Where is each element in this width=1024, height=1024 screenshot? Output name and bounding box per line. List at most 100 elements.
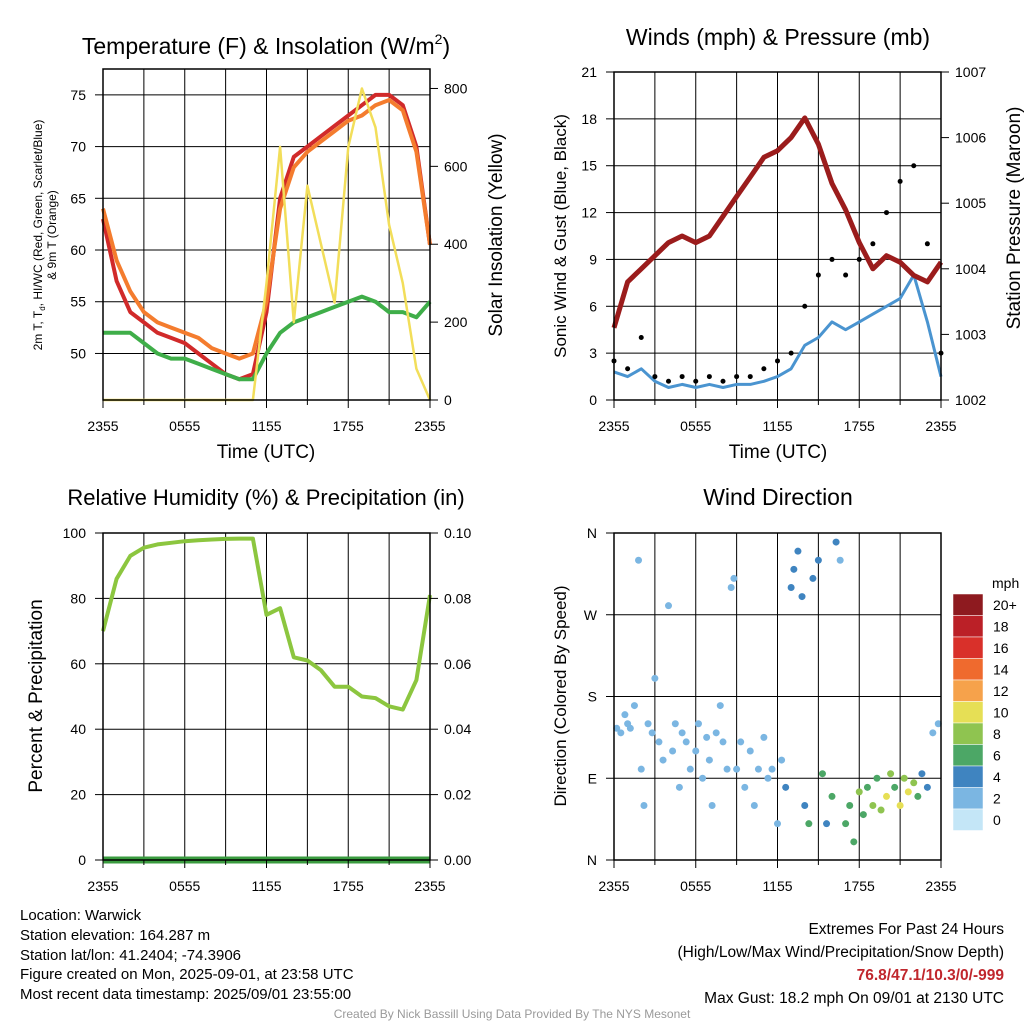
winds-title: Winds (mph) & Pressure (mb)	[626, 24, 930, 50]
right-tick-label: 800	[444, 80, 468, 96]
extremes-subtitle: (High/Low/Max Wind/Precipitation/Snow De…	[677, 944, 1005, 961]
direction-point	[617, 729, 625, 737]
extremes-title: Extremes For Past 24 Hours	[808, 921, 1004, 938]
left-tick-label: 6	[589, 298, 597, 314]
direction-point	[621, 711, 629, 719]
x-tick-label: 2355	[414, 878, 445, 894]
direction-point	[694, 720, 702, 728]
wind-direction-ylabel-left: Direction (Colored By Speed)	[551, 585, 570, 806]
left-tick-label: 12	[581, 205, 597, 221]
direction-point	[891, 783, 899, 791]
temperature-xlabel: Time (UTC)	[217, 442, 316, 463]
direction-point	[823, 820, 831, 828]
left-tick-label: 60	[70, 656, 86, 672]
legend-swatch	[952, 722, 984, 745]
station-latlon: Station lat/lon: 41.2404; -74.3906	[20, 946, 242, 964]
direction-point	[832, 538, 840, 546]
direction-point	[923, 783, 931, 791]
left-tick-label: 60	[70, 242, 86, 258]
direction-point	[910, 779, 918, 787]
legend-swatch	[952, 679, 984, 702]
x-tick-label: 0555	[169, 418, 200, 434]
direction-point	[904, 788, 912, 796]
direction-point	[651, 674, 659, 682]
direction-point	[794, 547, 802, 555]
legend-swatch	[952, 808, 984, 831]
direction-point	[705, 756, 713, 764]
direction-point	[637, 765, 645, 773]
gust-point	[775, 358, 780, 364]
direction-point	[814, 556, 822, 564]
right-tick-label: 1003	[955, 326, 986, 342]
right-tick-label: 0.10	[444, 525, 471, 541]
direction-point	[613, 724, 621, 732]
gust-point	[815, 272, 821, 278]
legend-swatch	[952, 593, 984, 616]
x-tick-label: 1755	[333, 878, 364, 894]
gust-point	[802, 303, 808, 309]
x-tick-label: 1155	[762, 418, 792, 434]
direction-point	[712, 729, 720, 737]
direction-point	[855, 788, 863, 796]
x-tick-label: 2355	[925, 418, 956, 434]
right-tick-label: 1004	[955, 261, 986, 277]
direction-point	[873, 774, 881, 782]
temperature-title: Temperature (F) & Insolation (W/m2)	[82, 31, 450, 59]
temperature-panel: Temperature (F) & Insolation (W/m2) 2355…	[31, 31, 507, 463]
gust-point	[625, 366, 631, 372]
direction-point	[741, 783, 749, 791]
station-location: Location: Warwick	[20, 907, 142, 924]
legend-swatch	[952, 658, 984, 681]
temperature-ylabel-right: Solar Insolation (Yellow)	[486, 133, 507, 336]
left-tick-label: 100	[63, 525, 87, 541]
legend-label: 4	[993, 769, 1001, 785]
direction-point	[699, 774, 707, 782]
gust-point	[666, 378, 671, 384]
wind-direction-title: Wind Direction	[703, 484, 853, 510]
legend-swatch	[952, 701, 984, 724]
right-tick-label: 1002	[955, 392, 986, 408]
gust-point	[870, 241, 876, 247]
humidity-panel: Relative Humidity (%) & Precipitation (i…	[26, 485, 471, 894]
x-tick-label: 1755	[844, 878, 875, 894]
direction-point	[746, 747, 754, 755]
direction-point	[760, 733, 768, 741]
winds-ylabel-left: Sonic Wind & Gust (Blue, Black)	[551, 114, 570, 358]
credit-line: Created By Nick Bassill Using Data Provi…	[333, 1007, 691, 1021]
right-tick-label: 0.00	[444, 852, 471, 868]
gust-point	[788, 350, 794, 356]
extremes-info: Extremes For Past 24 Hours (High/Low/Max…	[678, 918, 1005, 1010]
humidity-ylabel-left: Percent & Precipitation	[26, 599, 47, 792]
winds-ylabel-right: Station Pressure (Maroon)	[1004, 107, 1024, 330]
legend-label: 20+	[993, 597, 1017, 613]
winds-xlabel: Time (UTC)	[729, 442, 828, 463]
direction-point	[733, 765, 741, 773]
right-tick-label: 1006	[955, 130, 986, 146]
direction-point	[655, 738, 663, 746]
direction-point	[719, 738, 727, 746]
x-tick-label: 2355	[925, 878, 956, 894]
gust-point	[897, 178, 903, 184]
right-tick-label: 0.06	[444, 656, 471, 672]
right-tick-label: 0.04	[444, 721, 471, 737]
direction-point	[896, 802, 904, 809]
x-tick-label: 1155	[251, 878, 281, 894]
direction-point	[678, 729, 686, 737]
right-tick-label: 400	[444, 236, 468, 252]
gust-point	[652, 374, 658, 380]
gust-point	[747, 374, 753, 380]
figure-created: Figure created on Mon, 2025-09-01, at 23…	[20, 966, 354, 984]
gust-point	[911, 163, 917, 169]
station-elevation: Station elevation: 164.287 m	[20, 926, 211, 944]
left-tick-label: E	[588, 770, 597, 786]
direction-point	[883, 792, 890, 800]
x-tick-label: 1155	[762, 878, 792, 894]
direction-point	[790, 565, 798, 573]
right-tick-label: 0.08	[444, 590, 471, 606]
left-tick-label: 55	[70, 294, 86, 310]
gust-point	[761, 366, 767, 372]
legend-label: 6	[993, 748, 1001, 764]
legend-swatch	[952, 744, 984, 767]
gust-point	[829, 256, 835, 262]
direction-point	[836, 556, 844, 564]
